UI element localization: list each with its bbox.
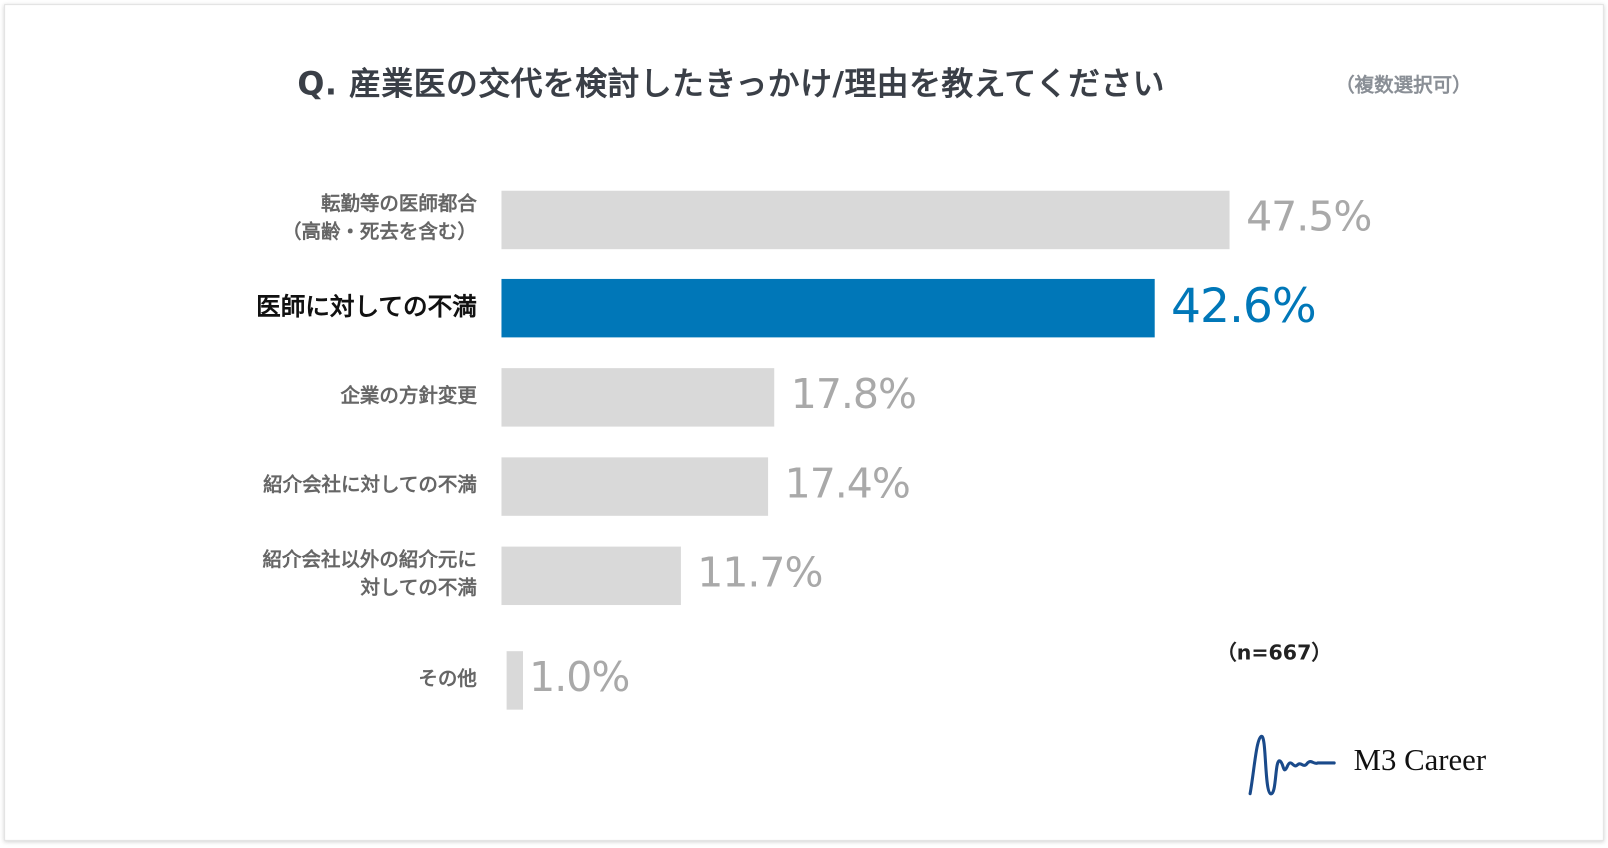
- bar: [501, 546, 681, 606]
- category-label: その他: [418, 667, 477, 690]
- value-label: 17.8%: [790, 371, 917, 419]
- category-label: 企業の方針変更: [340, 384, 477, 407]
- value-label: 1.0%: [529, 654, 630, 702]
- value-label: 47.5%: [1246, 193, 1372, 241]
- bar: [501, 457, 769, 516]
- category-label: 転勤等の医師都合 （高齢・死去を含む）: [281, 192, 477, 244]
- bar: [501, 278, 1155, 338]
- category-label: 紹介会社以外の紹介元に 対しての不満: [262, 548, 477, 599]
- chart-subtitle: （複数選択可）: [1335, 73, 1472, 97]
- chart-title: Q. 産業医の交代を検討したきっかけ/理由を教えてください: [297, 65, 1166, 103]
- bar: [506, 651, 524, 710]
- category-label: 医師に対しての不満: [256, 291, 477, 321]
- bar: [501, 368, 775, 427]
- bar: [501, 190, 1230, 250]
- m3-wave-logo-icon: [1248, 734, 1336, 796]
- category-label: 紹介会社に対しての不満: [263, 473, 477, 496]
- value-label: 42.6%: [1170, 277, 1317, 334]
- m3-career-logo-text: M3 Career: [1353, 743, 1487, 778]
- value-label: 17.4%: [784, 460, 911, 508]
- sample-size-note: （n=667）: [1216, 639, 1332, 665]
- chart-card: [4, 4, 1604, 841]
- value-label: 11.7%: [697, 549, 823, 597]
